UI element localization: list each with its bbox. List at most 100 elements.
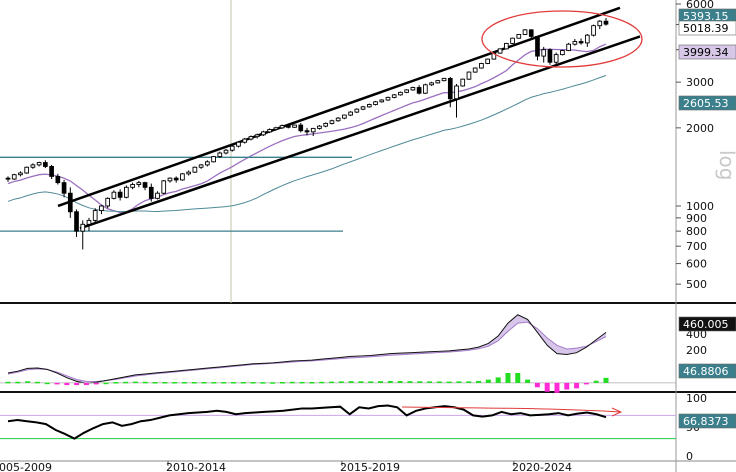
candle-up [292,124,297,128]
x-tick-label: 2015-2019 [340,461,400,472]
macd-histogram-bar [142,381,148,384]
macd-histogram-bar [172,382,178,384]
macd-area [8,314,606,384]
candle-up [404,89,410,93]
macd-histogram-bar [476,380,482,383]
macd-histogram-bar [544,382,550,392]
candle-up [267,129,272,133]
rsi-badge-bg [678,413,736,429]
candle-up [310,127,316,133]
candle-up [479,63,484,69]
price-badge-ma-long: 2605.53 [683,97,729,110]
candle-up [99,205,104,212]
candle-down [74,211,79,232]
candle-up [584,34,590,44]
price-panel: log [0,6,736,250]
macd-line [7,314,607,384]
candle-down [5,177,11,180]
candle-up [111,191,117,199]
macd-histogram-bar [123,381,129,384]
candle-up [466,71,472,80]
candle-up [192,166,198,173]
candle-up [92,210,98,221]
candle-up [516,33,522,39]
candle-down [416,87,422,94]
price-badge-ma-long-bg [678,95,736,111]
candle-up [261,131,266,136]
macd-histogram-bar [279,382,285,384]
candle-up [360,106,366,110]
candle-up [366,104,372,108]
price-badge-ma-short: 3999.34 [683,46,729,59]
candle-down [61,182,67,194]
candle-up [335,117,341,122]
macd-histogram-bar [230,382,236,384]
candle-up [11,174,17,180]
candle-up [472,67,478,73]
price-badge-last: 5393.15 [683,10,729,23]
macd-histogram-bar [250,382,256,384]
macd-histogram-bar [103,382,109,385]
candle-down [447,77,453,100]
candle-up [236,141,241,147]
price-tick-label: 600 [686,258,707,271]
price-tick-label: 2000 [686,122,714,135]
candle-down [304,130,310,133]
macd-tick-label: 200 [686,344,707,357]
candle-up [211,156,216,163]
macd-histogram-bar [407,381,413,383]
rsi-line [7,404,607,440]
macd-signal-line [7,321,607,383]
candle-up [161,180,167,194]
macd-histogram-bar [201,382,207,384]
candle-up [541,49,547,57]
macd-histogram-bar [25,381,31,383]
macd-histogram-bar [515,373,521,383]
macd-histogram-bar [436,381,442,383]
candle-up [242,138,248,143]
candle-down [578,41,584,44]
candle-up [391,94,397,98]
macd-badge-bg [678,316,736,332]
macd-histogram-bar [240,382,246,384]
candle-up [323,122,329,127]
candle-down [603,20,609,25]
candle-up [497,48,503,54]
candle-down [43,162,48,167]
macd-histogram-bar [564,382,570,390]
candle-up [410,87,416,91]
macd-histogram-bar [348,381,354,383]
macd-histogram-bar [417,381,423,383]
macd-histogram-bar [162,382,168,384]
candle-down [142,182,148,188]
macd-histogram-bar [211,382,217,384]
candle-up [155,192,160,199]
candle-down [535,35,540,57]
price-tick-label: 6000 [686,0,714,11]
candle-up [86,219,92,225]
annotation-ellipse [481,10,643,68]
candle-up [553,54,559,63]
price-badge-ma-short-bg [678,44,736,60]
macd-histogram-bar [34,381,40,384]
candle-up [560,50,565,56]
macd-histogram-bar [5,381,11,384]
macd-histogram-bar [368,381,374,383]
candle-up [354,108,360,113]
macd-histogram-bar [309,382,315,384]
macd-histogram-bar [260,382,266,384]
candle-up [105,197,111,207]
candle-up [566,43,571,52]
candle-down [117,191,123,198]
x-tick-label: 2005-2009 [0,461,52,472]
macd-histogram-bar [446,381,452,384]
candle-up [441,77,447,82]
candle-up [229,145,235,151]
candle-up [18,172,23,176]
candle-up [572,41,578,45]
macd-histogram-bar [397,381,403,383]
macd-histogram-bar [181,382,187,384]
